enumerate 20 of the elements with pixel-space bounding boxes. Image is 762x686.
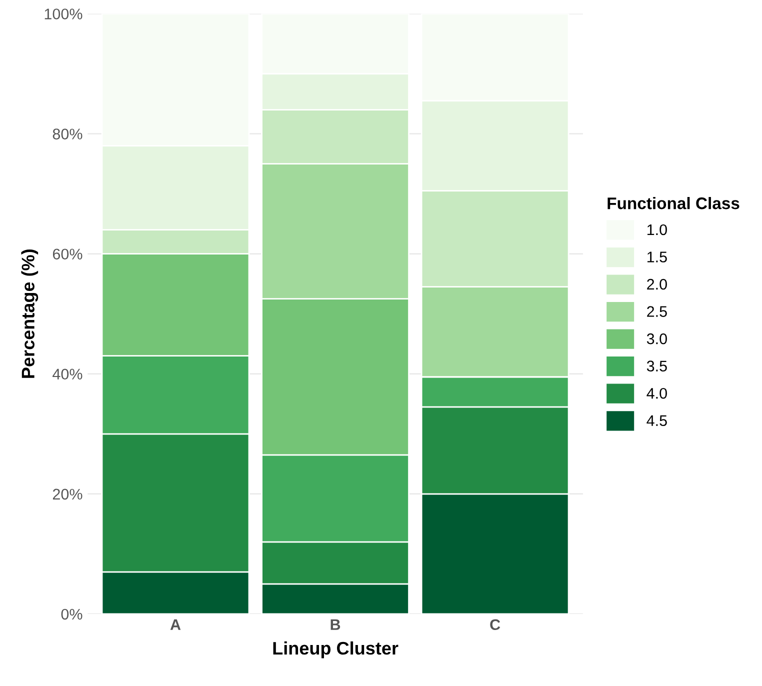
y-tick-label: 40% — [52, 368, 82, 380]
legend-label: 2.5 — [647, 306, 667, 317]
y-tick-label: 80% — [52, 128, 82, 140]
y-axis-title: Percentage (%) — [21, 250, 38, 378]
legend-label: 3.0 — [646, 333, 667, 344]
x-tick-label: C — [490, 619, 500, 630]
legend-label: 4.5 — [646, 415, 667, 426]
legend-label: 1.0 — [647, 224, 667, 236]
x-tick-label: B — [330, 619, 340, 630]
legend-label: 1.5 — [647, 252, 667, 262]
y-tick-label: 60% — [52, 248, 82, 260]
x-tick-label: A — [170, 619, 181, 630]
legend-label: 3.5 — [646, 360, 667, 372]
legend-label: 2.0 — [647, 278, 667, 290]
x-axis-title: Lineup Cluster — [273, 641, 398, 658]
legend-label: 4.0 — [646, 388, 667, 399]
y-tick-label: 100% — [44, 8, 82, 20]
y-tick-label: 20% — [52, 488, 82, 500]
legend-title: Functional Class — [608, 196, 740, 210]
y-tick-label: 0% — [61, 608, 82, 620]
